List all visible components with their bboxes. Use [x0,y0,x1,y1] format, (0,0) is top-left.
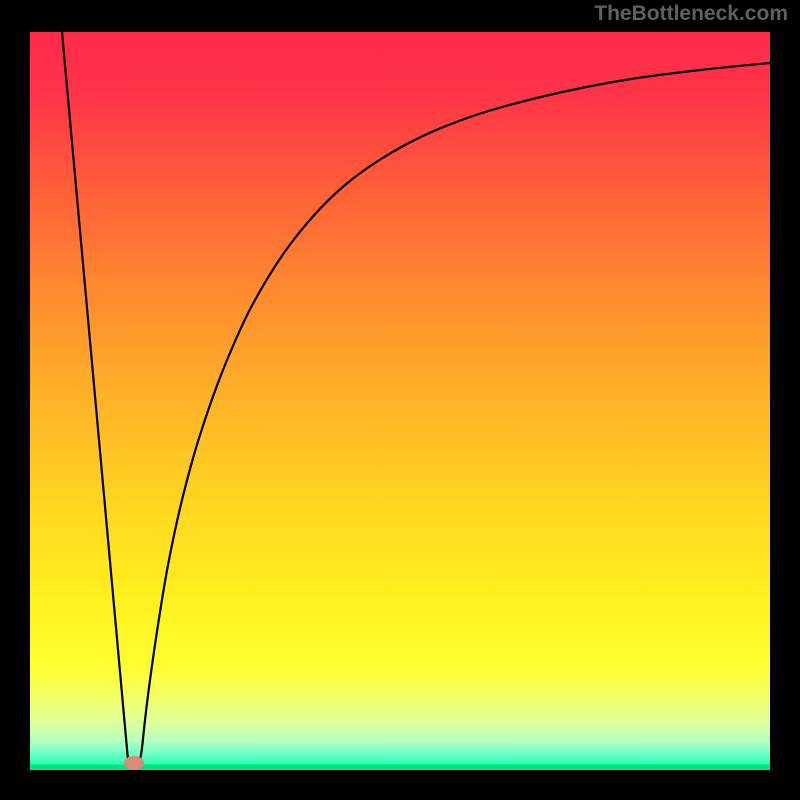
chart-container: TheBottleneck.com [0,0,800,800]
chart-svg [0,0,800,800]
chart-svg-wrap [0,0,800,800]
watermark-text: TheBottleneck.com [594,2,788,26]
